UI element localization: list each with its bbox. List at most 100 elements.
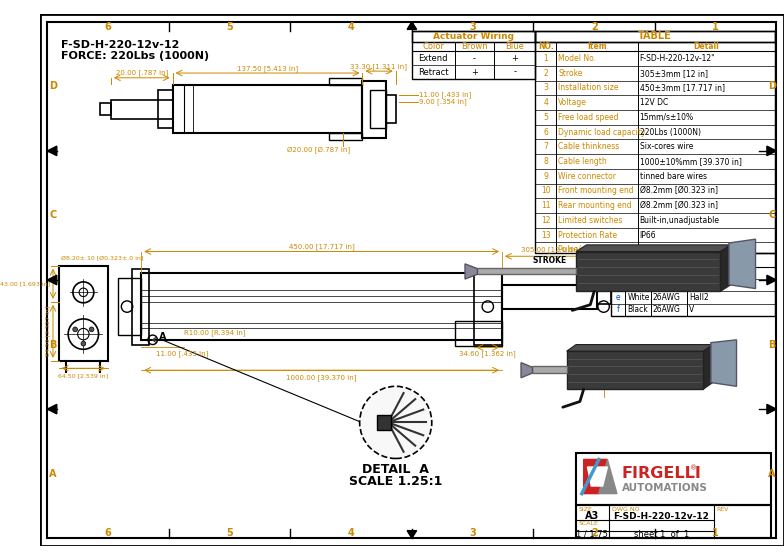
Text: 2: 2 <box>543 69 548 78</box>
Bar <box>612 254 775 316</box>
Text: 4: 4 <box>348 528 354 538</box>
Text: White: White <box>627 293 650 302</box>
Text: DETAIL  A: DETAIL A <box>362 463 429 477</box>
Polygon shape <box>711 340 736 386</box>
Text: Wiring For Hall Sensor: Wiring For Hall Sensor <box>640 255 746 264</box>
Text: 6: 6 <box>105 22 111 32</box>
Polygon shape <box>599 459 617 493</box>
Text: -: - <box>473 54 476 63</box>
Text: F-SD-H-220-12v-12": F-SD-H-220-12v-12" <box>640 54 715 63</box>
Text: Red: Red <box>627 268 642 277</box>
Bar <box>329 133 362 141</box>
Text: e: e <box>616 293 621 302</box>
Text: A3: A3 <box>585 511 599 521</box>
Text: Dynamic load capacity: Dynamic load capacity <box>558 128 645 137</box>
Text: 26AWG: 26AWG <box>653 293 681 302</box>
Text: 1000.00 [39.370 in]: 1000.00 [39.370 in] <box>286 375 357 381</box>
Polygon shape <box>47 404 56 414</box>
Text: Retract: Retract <box>418 68 448 77</box>
Bar <box>141 273 502 340</box>
Bar <box>535 31 775 41</box>
Text: B: B <box>768 339 775 349</box>
Text: 305±3mm [12 in]: 305±3mm [12 in] <box>640 69 708 78</box>
Text: Black: Black <box>627 305 648 314</box>
Text: 84.50 [3.327 in]: 84.50 [3.327 in] <box>45 306 50 356</box>
Text: Built-in,unadjustable: Built-in,unadjustable <box>640 216 720 225</box>
Text: Actuator Wiring: Actuator Wiring <box>433 32 514 41</box>
Text: 1 / 1.75: 1 / 1.75 <box>576 530 608 539</box>
Circle shape <box>360 386 432 459</box>
Text: -: - <box>514 68 517 77</box>
Polygon shape <box>47 146 56 156</box>
Bar <box>535 31 775 254</box>
Text: Cable length: Cable length <box>558 157 607 166</box>
Text: C: C <box>49 211 56 221</box>
Text: 12V DC: 12V DC <box>640 98 668 107</box>
Text: 6: 6 <box>543 128 548 137</box>
Text: SCALE: SCALE <box>579 521 599 526</box>
Text: STROKE: STROKE <box>532 255 567 264</box>
Text: 137.50 [5.413 in]: 137.50 [5.413 in] <box>237 65 298 72</box>
Text: 26AWG: 26AWG <box>653 281 681 290</box>
Text: 1: 1 <box>713 22 719 32</box>
Bar <box>532 366 567 373</box>
Text: V+(5~15V MAX): V+(5~15V MAX) <box>689 268 753 277</box>
Polygon shape <box>767 146 776 156</box>
Text: 12: 12 <box>541 216 550 225</box>
Text: SIZE: SIZE <box>579 507 593 512</box>
Text: IP66: IP66 <box>640 231 656 240</box>
Text: 64.50 [2.539 in]: 64.50 [2.539 in] <box>58 374 108 379</box>
Text: 220Lbs (1000N): 220Lbs (1000N) <box>640 128 701 137</box>
Bar <box>377 415 391 430</box>
Text: F-SD-H-220-12v-12: F-SD-H-220-12v-12 <box>60 40 179 49</box>
Text: Installation size: Installation size <box>558 83 619 92</box>
Text: A: A <box>159 332 167 342</box>
Text: Model No.: Model No. <box>558 54 596 63</box>
Text: SCALE 1.25:1: SCALE 1.25:1 <box>349 475 442 488</box>
Text: 2: 2 <box>591 22 597 32</box>
Text: +: + <box>511 54 518 63</box>
Text: NO.: NO. <box>538 42 554 51</box>
Polygon shape <box>407 22 416 29</box>
Bar <box>412 31 535 79</box>
Text: Hall1: Hall1 <box>689 281 709 290</box>
Text: 7: 7 <box>543 142 548 151</box>
Text: DWG NO: DWG NO <box>612 507 640 512</box>
Text: +: + <box>471 68 478 77</box>
Bar <box>576 453 771 505</box>
Text: 3: 3 <box>470 528 476 538</box>
Text: AUTOMATIONS: AUTOMATIONS <box>622 483 707 493</box>
Bar <box>172 85 362 133</box>
Text: B: B <box>49 339 56 349</box>
Text: 17.4pulse/mm: 17.4pulse/mm <box>640 245 695 254</box>
Text: 9: 9 <box>543 172 548 181</box>
Bar <box>455 321 502 347</box>
Text: 3: 3 <box>470 22 476 32</box>
Polygon shape <box>465 264 477 279</box>
Text: D: D <box>49 81 57 91</box>
Bar <box>387 95 396 123</box>
Text: 15mm/s±10%: 15mm/s±10% <box>640 113 694 122</box>
Bar <box>597 291 612 304</box>
Text: 13: 13 <box>541 231 550 240</box>
Text: V: V <box>689 305 695 314</box>
Text: Protection Rate: Protection Rate <box>558 231 617 240</box>
Bar <box>502 284 597 310</box>
Polygon shape <box>587 467 608 486</box>
Polygon shape <box>583 459 608 493</box>
Text: TABLE: TABLE <box>638 31 672 41</box>
Text: Yellow: Yellow <box>627 281 651 290</box>
Text: F-SD-H-220-12v-12: F-SD-H-220-12v-12 <box>614 512 710 521</box>
Text: A: A <box>768 469 775 479</box>
Text: REV: REV <box>717 507 729 512</box>
Text: Front mounting end: Front mounting end <box>558 186 633 195</box>
Text: 34.60 [1.362 in]: 34.60 [1.362 in] <box>459 351 516 357</box>
Polygon shape <box>407 531 416 538</box>
Polygon shape <box>576 245 731 251</box>
Text: A: A <box>49 469 56 479</box>
Bar <box>100 104 111 115</box>
Bar <box>329 78 362 85</box>
Text: Detail: Detail <box>693 42 719 51</box>
Text: 4: 4 <box>348 22 354 32</box>
Text: 43.00 [1.693 in]: 43.00 [1.693 in] <box>0 281 50 286</box>
